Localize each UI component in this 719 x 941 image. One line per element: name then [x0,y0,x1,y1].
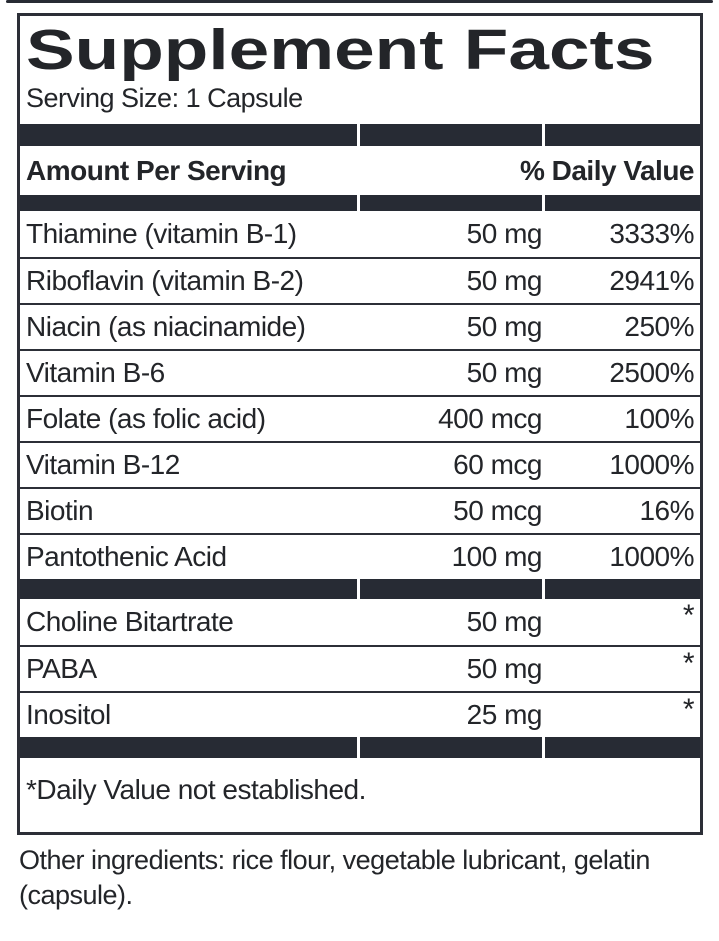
nutrient-amount: 50 mg [466,265,543,296]
nutrient-amount: 25 mg [466,699,543,730]
table-row: Vitamin B-12 60 mcg 1000% [20,441,700,487]
nutrient-amount: 400 mcg [438,403,542,434]
table-row: Choline Bitartrate 50 mg * [20,599,700,645]
divider-bar-bottom [20,737,700,758]
nutrient-name: Riboflavin (vitamin B-2) [26,265,304,296]
nutrient-dv: 250% [624,311,694,342]
nutrient-name: Choline Bitartrate [26,606,234,637]
nutrient-name: Thiamine (vitamin B-1) [26,218,297,249]
header-daily-value: % Daily Value [519,154,695,186]
divider-bar-top [20,124,700,146]
table-row: Riboflavin (vitamin B-2) 50 mg 2941% [20,257,700,303]
table-row: Niacin (as niacinamide) 50 mg 250% [20,303,700,349]
supplement-label-box: Supplement Facts Serving Size: 1 Capsule… [17,13,703,835]
nutrient-dv: 1000% [609,541,694,572]
nutrient-amount: 50 mg [466,218,543,249]
nutrient-amount: 50 mg [466,653,543,684]
nutrient-name: Niacin (as niacinamide) [26,311,306,342]
label-title: Supplement Facts [26,18,655,82]
table-row: Biotin 50 mcg 16% [20,487,700,533]
nutrient-amount: 50 mg [466,311,543,342]
table-row: Inositol 25 mg * [20,691,700,737]
other-ingredients: Other ingredients: rice flour, vegetable… [19,845,650,910]
nutrient-dv-asterisk: * [682,693,695,726]
nutrient-dv: 3333% [609,218,694,249]
nutrient-dv: 2500% [609,357,694,388]
nutrient-amount: 50 mcg [453,495,542,526]
nutrient-name: Inositol [26,699,111,730]
nutrient-amount: 60 mcg [453,449,542,480]
nutrient-dv: 1000% [609,449,694,480]
nutrient-name: Biotin [26,495,94,526]
divider-bar-middle [20,579,700,599]
nutrient-amount: 100 mg [451,541,543,572]
nutrient-dv-asterisk: * [682,647,695,680]
nutrient-name: Vitamin B-12 [26,449,180,480]
divider-bar-header [20,195,700,211]
nutrient-name: Folate (as folic acid) [26,403,266,434]
table-header: Amount Per Serving % Daily Value [20,146,700,195]
daily-value-footnote: *Daily Value not established. [26,774,366,805]
header-amount-per-serving: Amount Per Serving [26,154,287,186]
serving-size: Serving Size: 1 Capsule [26,83,303,113]
table-row: Vitamin B-6 50 mg 2500% [20,349,700,395]
nutrient-dv: 16% [639,495,694,526]
nutrient-amount: 50 mg [466,606,543,637]
table-row: Thiamine (vitamin B-1) 50 mg 3333% [20,211,700,257]
nutrient-name: Pantothenic Acid [26,541,227,572]
nutrient-dv: 100% [624,403,694,434]
nutrient-name: Vitamin B-6 [26,357,165,388]
table-row: PABA 50 mg * [20,645,700,691]
table-row: Folate (as folic acid) 400 mcg 100% [20,395,700,441]
nutrient-name: PABA [26,653,97,684]
table-row: Pantothenic Acid 100 mg 1000% [20,533,700,579]
top-edge-line [6,0,713,3]
nutrient-dv-asterisk: * [682,599,695,632]
nutrient-amount: 50 mg [466,357,543,388]
nutrient-dv: 2941% [609,265,694,296]
